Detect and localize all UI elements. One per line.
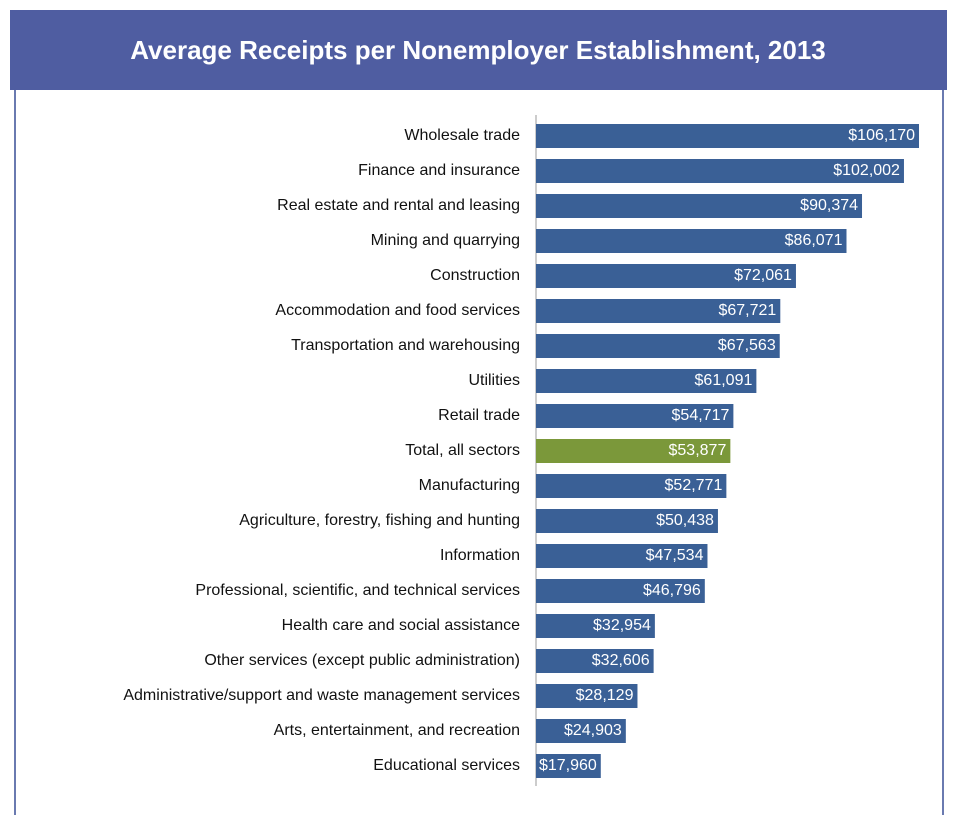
category-label: Health care and social assistance: [282, 617, 520, 634]
value-label: $53,877: [669, 442, 727, 459]
bar: [536, 159, 904, 183]
value-label: $32,606: [592, 652, 650, 669]
category-label: Finance and insurance: [358, 162, 520, 179]
category-label: Real estate and rental and leasing: [277, 197, 520, 214]
category-label: Utilities: [468, 372, 520, 389]
value-label: $47,534: [646, 547, 704, 564]
bar: [536, 369, 757, 393]
value-label: $52,771: [665, 477, 723, 494]
bar: [536, 719, 626, 743]
bar: [536, 754, 601, 778]
category-label: Administrative/support and waste managem…: [123, 687, 520, 704]
bar: [536, 614, 655, 638]
value-label: $90,374: [800, 197, 858, 214]
category-label: Retail trade: [438, 407, 520, 424]
category-label: Total, all sectors: [405, 442, 520, 459]
bar: [536, 544, 708, 568]
category-label: Wholesale trade: [404, 127, 520, 144]
value-label: $106,170: [848, 127, 915, 144]
value-label: $32,954: [593, 617, 651, 634]
category-label: Educational services: [373, 757, 520, 774]
value-label: $61,091: [695, 372, 753, 389]
value-label: $86,071: [785, 232, 843, 249]
category-label: Other services (except public administra…: [204, 652, 520, 669]
value-label: $67,563: [718, 337, 776, 354]
bar: [536, 439, 731, 463]
value-label: $102,002: [833, 162, 900, 179]
category-label: Manufacturing: [419, 477, 520, 494]
bar: [536, 194, 863, 218]
bar: [536, 124, 919, 148]
bar: [536, 334, 780, 358]
value-label: $50,438: [656, 512, 714, 529]
bar: [536, 579, 705, 603]
category-label: Arts, entertainment, and recreation: [274, 722, 520, 739]
category-label: Mining and quarrying: [371, 232, 520, 249]
category-label: Information: [440, 547, 520, 564]
category-label: Accommodation and food services: [275, 302, 520, 319]
value-label: $24,903: [564, 722, 622, 739]
value-label: $46,796: [643, 582, 701, 599]
bar: [536, 264, 796, 288]
title-banner: [10, 10, 947, 90]
bar: [536, 299, 781, 323]
value-label: $72,061: [734, 267, 792, 284]
value-label: $54,717: [672, 407, 730, 424]
value-label: $67,721: [718, 302, 776, 319]
value-label: $28,129: [576, 687, 634, 704]
bar: [536, 229, 847, 253]
bar: [536, 404, 734, 428]
category-label: Professional, scientific, and technical …: [195, 582, 520, 599]
category-label: Construction: [430, 267, 520, 284]
bar: [536, 509, 718, 533]
value-label: $17,960: [539, 757, 597, 774]
bar: [536, 649, 654, 673]
chart-title: Average Receipts per Nonemployer Establi…: [130, 35, 826, 65]
category-label: Agriculture, forestry, fishing and hunti…: [239, 512, 520, 529]
bar: [536, 474, 727, 498]
bar: [536, 684, 638, 708]
category-label: Transportation and warehousing: [291, 337, 520, 354]
